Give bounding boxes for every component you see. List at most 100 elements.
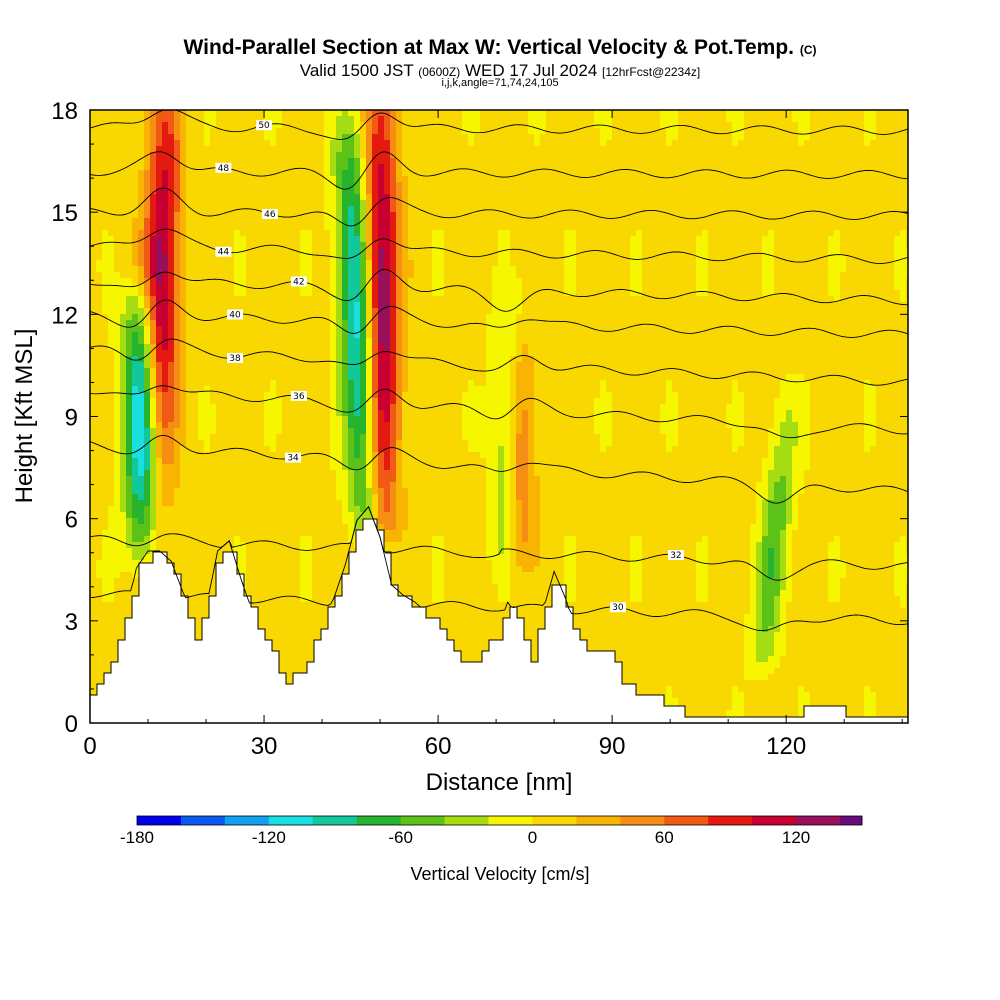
velocity-cell <box>144 422 151 429</box>
velocity-cell <box>132 584 139 591</box>
velocity-cell <box>276 488 283 495</box>
velocity-cell <box>366 386 373 393</box>
velocity-cell <box>234 194 241 201</box>
velocity-cell <box>300 644 307 651</box>
velocity-cell <box>288 470 295 477</box>
velocity-cell <box>270 410 277 417</box>
velocity-cell <box>372 248 379 255</box>
velocity-cell <box>114 260 121 267</box>
velocity-cell <box>168 236 175 243</box>
velocity-cell <box>312 266 319 273</box>
velocity-cell <box>126 110 133 117</box>
velocity-cell <box>300 122 307 129</box>
velocity-cell <box>162 134 169 141</box>
velocity-cell <box>258 596 265 603</box>
velocity-cell <box>372 146 379 153</box>
velocity-cell <box>288 164 295 171</box>
velocity-cell <box>96 590 103 597</box>
velocity-cell <box>312 446 319 453</box>
velocity-cell <box>300 368 307 375</box>
velocity-cell <box>294 572 301 579</box>
velocity-cell <box>210 206 217 213</box>
velocity-cell <box>312 188 319 195</box>
velocity-cell <box>294 284 301 291</box>
velocity-cell <box>258 578 265 585</box>
velocity-cell <box>270 290 277 297</box>
velocity-cell <box>156 152 163 159</box>
velocity-cell <box>318 260 325 267</box>
velocity-cell <box>126 206 133 213</box>
velocity-cell <box>90 452 97 459</box>
velocity-cell <box>282 512 289 519</box>
velocity-cell <box>120 248 127 255</box>
velocity-cell <box>300 314 307 321</box>
velocity-cell <box>372 194 379 201</box>
velocity-cell <box>276 290 283 297</box>
velocity-cell <box>318 398 325 405</box>
velocity-cell <box>330 176 337 183</box>
velocity-cell <box>360 494 367 501</box>
velocity-cell <box>180 272 187 279</box>
velocity-cell <box>342 368 349 375</box>
velocity-cell <box>306 230 313 237</box>
velocity-cell <box>324 326 331 333</box>
velocity-cell <box>162 308 169 315</box>
velocity-cell <box>132 164 139 171</box>
velocity-cell <box>360 296 367 303</box>
velocity-cell <box>378 122 385 129</box>
velocity-cell <box>216 272 223 279</box>
velocity-cell <box>372 242 379 249</box>
velocity-cell <box>138 482 145 489</box>
velocity-cell <box>150 446 157 453</box>
velocity-cell <box>330 404 337 411</box>
velocity-cell <box>336 302 343 309</box>
velocity-cell <box>96 248 103 255</box>
velocity-cell <box>90 260 97 267</box>
velocity-cell <box>210 530 217 537</box>
velocity-cell <box>264 380 271 387</box>
velocity-cell <box>120 362 127 369</box>
velocity-cell <box>354 326 361 333</box>
velocity-cell <box>294 650 301 657</box>
velocity-cell <box>210 392 217 399</box>
velocity-cell <box>318 608 325 615</box>
velocity-cell <box>216 554 223 561</box>
velocity-cell <box>330 230 337 237</box>
velocity-cell <box>174 560 181 567</box>
velocity-cell <box>186 278 193 285</box>
velocity-cell <box>282 254 289 261</box>
velocity-cell <box>216 482 223 489</box>
velocity-cell <box>114 656 121 663</box>
velocity-cell <box>300 578 307 585</box>
velocity-cell <box>150 380 157 387</box>
velocity-cell <box>342 290 349 297</box>
velocity-cell <box>306 482 313 489</box>
velocity-cell <box>168 140 175 147</box>
velocity-cell <box>216 440 223 447</box>
velocity-cell <box>336 584 343 591</box>
velocity-cell <box>270 440 277 447</box>
velocity-cell <box>276 392 283 399</box>
velocity-cell <box>90 236 97 243</box>
velocity-cell <box>168 254 175 261</box>
velocity-cell <box>216 146 223 153</box>
velocity-cell <box>306 224 313 231</box>
velocity-cell <box>216 224 223 231</box>
velocity-cell <box>282 476 289 483</box>
velocity-cell <box>240 482 247 489</box>
velocity-cell <box>270 260 277 267</box>
velocity-cell <box>330 326 337 333</box>
velocity-cell <box>354 302 361 309</box>
velocity-cell <box>96 452 103 459</box>
velocity-cell <box>216 122 223 129</box>
velocity-cell <box>90 338 97 345</box>
velocity-cell <box>150 482 157 489</box>
velocity-cell <box>366 326 373 333</box>
velocity-cell <box>210 170 217 177</box>
velocity-cell <box>204 212 211 219</box>
velocity-cell <box>372 236 379 243</box>
velocity-cell <box>354 338 361 345</box>
velocity-cell <box>90 596 97 603</box>
velocity-cell <box>252 524 259 531</box>
velocity-cell <box>300 410 307 417</box>
